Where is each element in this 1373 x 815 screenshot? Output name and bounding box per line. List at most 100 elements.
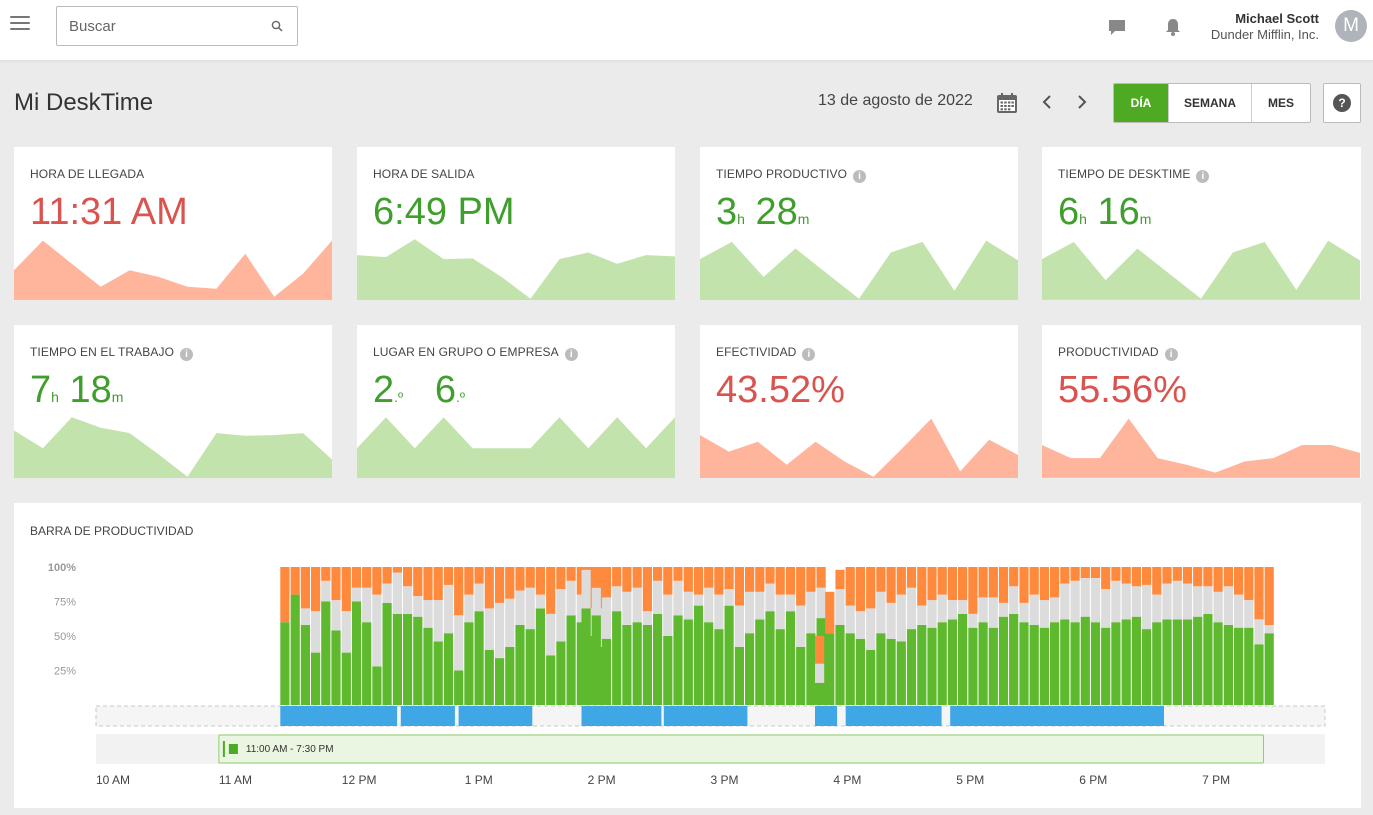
bar-unproductive[interactable] <box>1223 567 1233 587</box>
bar-neutral[interactable] <box>1019 602 1029 623</box>
info-icon[interactable]: i <box>180 348 194 361</box>
bar-unproductive[interactable] <box>311 567 321 612</box>
bar-unproductive[interactable] <box>724 567 734 590</box>
bar-productive[interactable] <box>566 615 576 705</box>
bar-neutral[interactable] <box>515 590 525 626</box>
bar-productive[interactable] <box>423 627 433 705</box>
bar-unproductive[interactable] <box>1213 567 1223 592</box>
bar-neutral[interactable] <box>755 591 765 620</box>
bar-unproductive[interactable] <box>866 567 876 609</box>
bar-neutral[interactable] <box>1152 594 1162 623</box>
bar-unproductive[interactable] <box>1244 567 1254 601</box>
bar-neutral[interactable] <box>998 602 1009 617</box>
bar-unproductive[interactable] <box>765 567 775 584</box>
info-icon[interactable]: i <box>853 170 867 183</box>
bar-productive[interactable] <box>896 641 906 706</box>
bar-productive[interactable] <box>597 647 607 705</box>
bar-unproductive[interactable] <box>484 567 494 609</box>
bar-unproductive[interactable] <box>597 567 607 609</box>
bar-neutral[interactable] <box>392 572 402 614</box>
bar-neutral[interactable] <box>1029 594 1039 625</box>
bar-unproductive[interactable] <box>714 567 724 595</box>
bar-unproductive[interactable] <box>1060 567 1070 584</box>
bar-productive[interactable] <box>937 622 947 705</box>
activity-range[interactable] <box>663 706 748 726</box>
bar-unproductive[interactable] <box>362 567 372 588</box>
bar-neutral[interactable] <box>796 605 806 647</box>
view-day-button[interactable]: DÍA <box>1114 84 1168 122</box>
bar-productive[interactable] <box>1234 627 1244 705</box>
bar-productive[interactable] <box>1193 616 1203 705</box>
bar-neutral[interactable] <box>612 586 622 612</box>
bar-unproductive[interactable] <box>1203 567 1213 587</box>
bar-unproductive[interactable] <box>505 567 515 599</box>
bar-unproductive[interactable] <box>673 567 683 581</box>
bar-productive[interactable] <box>1019 622 1029 705</box>
bar-unproductive[interactable] <box>845 567 855 606</box>
bar-unproductive[interactable] <box>382 567 392 584</box>
bar-neutral[interactable] <box>1193 586 1203 617</box>
bar-productive[interactable] <box>341 652 351 705</box>
bar-unproductive[interactable] <box>300 567 310 609</box>
bar-productive[interactable] <box>331 630 341 706</box>
bar-unproductive[interactable] <box>351 567 362 588</box>
bar-neutral[interactable] <box>1131 586 1141 617</box>
bar-neutral[interactable] <box>1039 600 1049 628</box>
bar-productive[interactable] <box>1121 619 1131 705</box>
bar-neutral[interactable] <box>917 605 927 625</box>
bar-unproductive[interactable] <box>1234 567 1244 595</box>
bar-neutral[interactable] <box>734 605 744 647</box>
chevron-right-icon[interactable] <box>1075 94 1089 110</box>
bar-unproductive[interactable] <box>403 567 413 587</box>
bar-unproductive[interactable] <box>968 567 978 614</box>
bar-productive[interactable] <box>1039 627 1049 705</box>
bar-neutral[interactable] <box>546 613 556 656</box>
bar-productive[interactable] <box>1131 616 1141 705</box>
search-box[interactable] <box>56 6 298 46</box>
bar-productive[interactable] <box>724 605 734 705</box>
info-icon[interactable]: i <box>802 348 816 361</box>
bar-unproductive[interactable] <box>586 567 597 609</box>
bar-unproductive[interactable] <box>566 567 576 581</box>
bar-productive[interactable] <box>855 638 865 705</box>
bar-productive[interactable] <box>586 636 597 705</box>
bar-unproductive[interactable] <box>937 567 947 595</box>
bar-neutral[interactable] <box>1060 583 1070 620</box>
bar-productive[interactable] <box>362 622 372 705</box>
bell-icon[interactable] <box>1162 16 1184 38</box>
avatar[interactable]: M <box>1335 10 1367 42</box>
bar-productive[interactable] <box>413 616 423 705</box>
bar-neutral[interactable] <box>896 594 906 642</box>
bar-neutral[interactable] <box>775 594 785 630</box>
bar-neutral[interactable] <box>556 589 566 642</box>
bar-productive[interactable] <box>968 627 978 705</box>
bar-unproductive[interactable] <box>454 567 464 616</box>
bar-neutral[interactable] <box>835 589 845 625</box>
bar-productive[interactable] <box>495 658 505 705</box>
bar-productive[interactable] <box>835 625 845 705</box>
bar-productive[interactable] <box>535 608 545 705</box>
bar-productive[interactable] <box>433 641 443 706</box>
bar-unproductive[interactable] <box>392 567 402 573</box>
bar-unproductive[interactable] <box>1019 567 1029 603</box>
bar-unproductive[interactable] <box>755 567 765 592</box>
bar-neutral[interactable] <box>947 600 957 620</box>
bar-neutral[interactable] <box>505 598 515 647</box>
bar-neutral[interactable] <box>1080 578 1090 617</box>
bar-neutral[interactable] <box>876 591 886 634</box>
bar-unproductive[interactable] <box>998 567 1009 603</box>
bar-productive[interactable] <box>886 638 896 705</box>
bar-neutral[interactable] <box>622 591 632 625</box>
bar-productive[interactable] <box>642 625 652 705</box>
activity-range[interactable] <box>400 706 455 726</box>
bar-productive[interactable] <box>1182 619 1193 705</box>
bar-productive[interactable] <box>796 647 806 705</box>
bar-unproductive[interactable] <box>958 567 968 601</box>
bar-productive[interactable] <box>1090 622 1101 705</box>
bar-unproductive[interactable] <box>906 567 917 588</box>
bar-neutral[interactable] <box>586 608 597 636</box>
bar-neutral[interactable] <box>642 611 652 625</box>
bar-productive[interactable] <box>632 622 642 705</box>
bar-productive[interactable] <box>755 619 765 705</box>
bar-unproductive[interactable] <box>576 567 586 595</box>
